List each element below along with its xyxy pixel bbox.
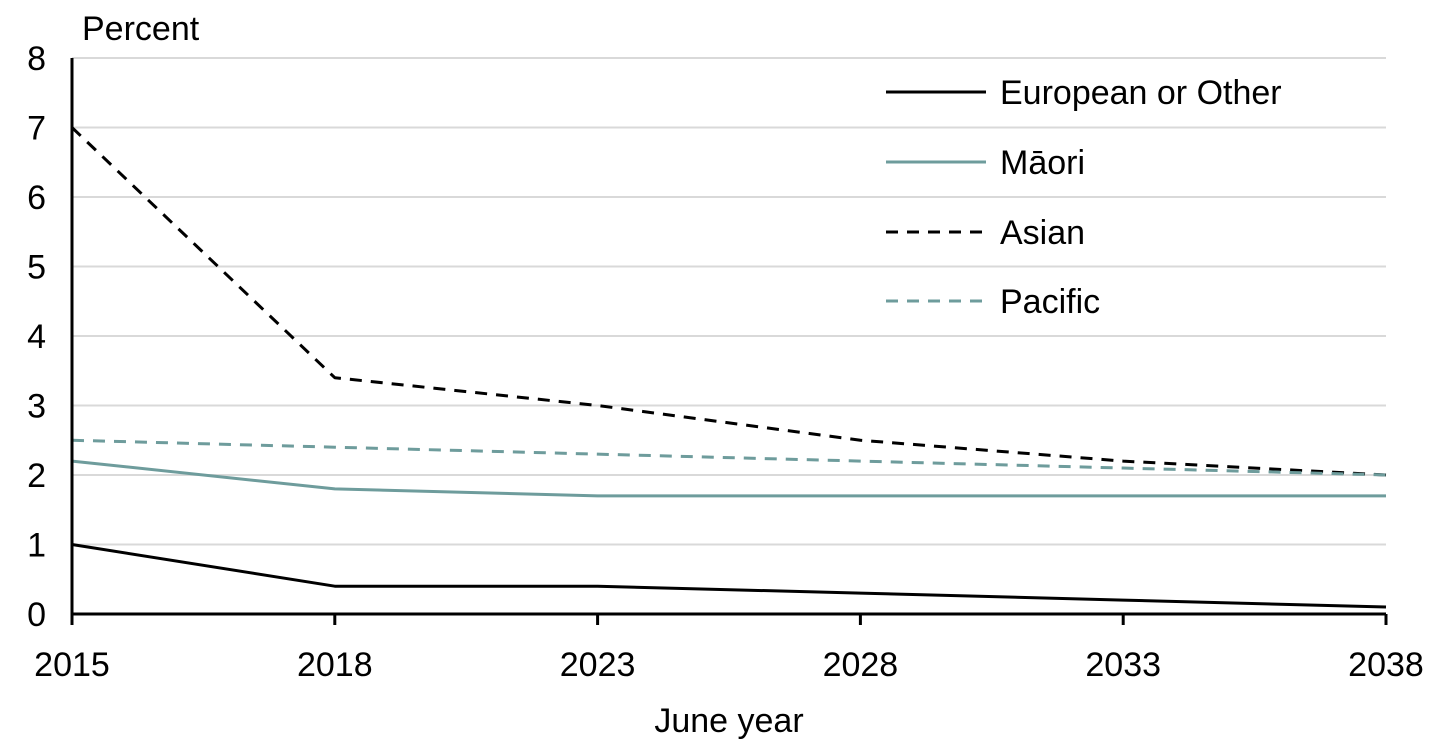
gridlines (72, 57, 1386, 546)
x-tick-label: 2028 (823, 646, 899, 684)
series-line-asian (70, 126, 1387, 477)
series-lines (70, 126, 1387, 609)
y-tick-label: 2 (27, 457, 46, 495)
legend: European or Other Māori Asian Pacific (886, 74, 1282, 321)
x-axis-title: June year (654, 702, 803, 740)
legend-label: Asian (1000, 214, 1085, 252)
legend-label: European or Other (1000, 74, 1282, 112)
y-tick-label: 5 (27, 249, 46, 287)
x-tick-label: 2015 (34, 646, 110, 684)
x-tick-label: 2018 (297, 646, 373, 684)
y-tick-label: 0 (27, 596, 46, 634)
y-tick-label: 1 (27, 527, 46, 565)
legend-label: Pacific (1000, 283, 1100, 321)
y-axis-title: Percent (82, 10, 200, 48)
legend-label: Māori (1000, 144, 1085, 182)
series-line-m-ori (71, 459, 1386, 498)
series-line-pacific (71, 438, 1387, 477)
x-tick-label: 2023 (560, 646, 636, 684)
series-line-european-or-other (71, 543, 1387, 609)
axes (70, 58, 1388, 625)
y-tick-label: 7 (27, 110, 46, 148)
y-tick-labels: 0 1 2 3 4 5 6 7 8 (27, 40, 46, 634)
x-tick-labels: 2015 2018 2023 2028 2033 2038 (34, 646, 1424, 684)
x-tick-label: 2033 (1085, 646, 1161, 684)
y-tick-label: 6 (27, 179, 46, 217)
y-tick-label: 4 (27, 318, 46, 356)
y-tick-label: 8 (27, 40, 46, 78)
x-tick-label: 2038 (1348, 646, 1424, 684)
y-tick-label: 3 (27, 388, 46, 426)
